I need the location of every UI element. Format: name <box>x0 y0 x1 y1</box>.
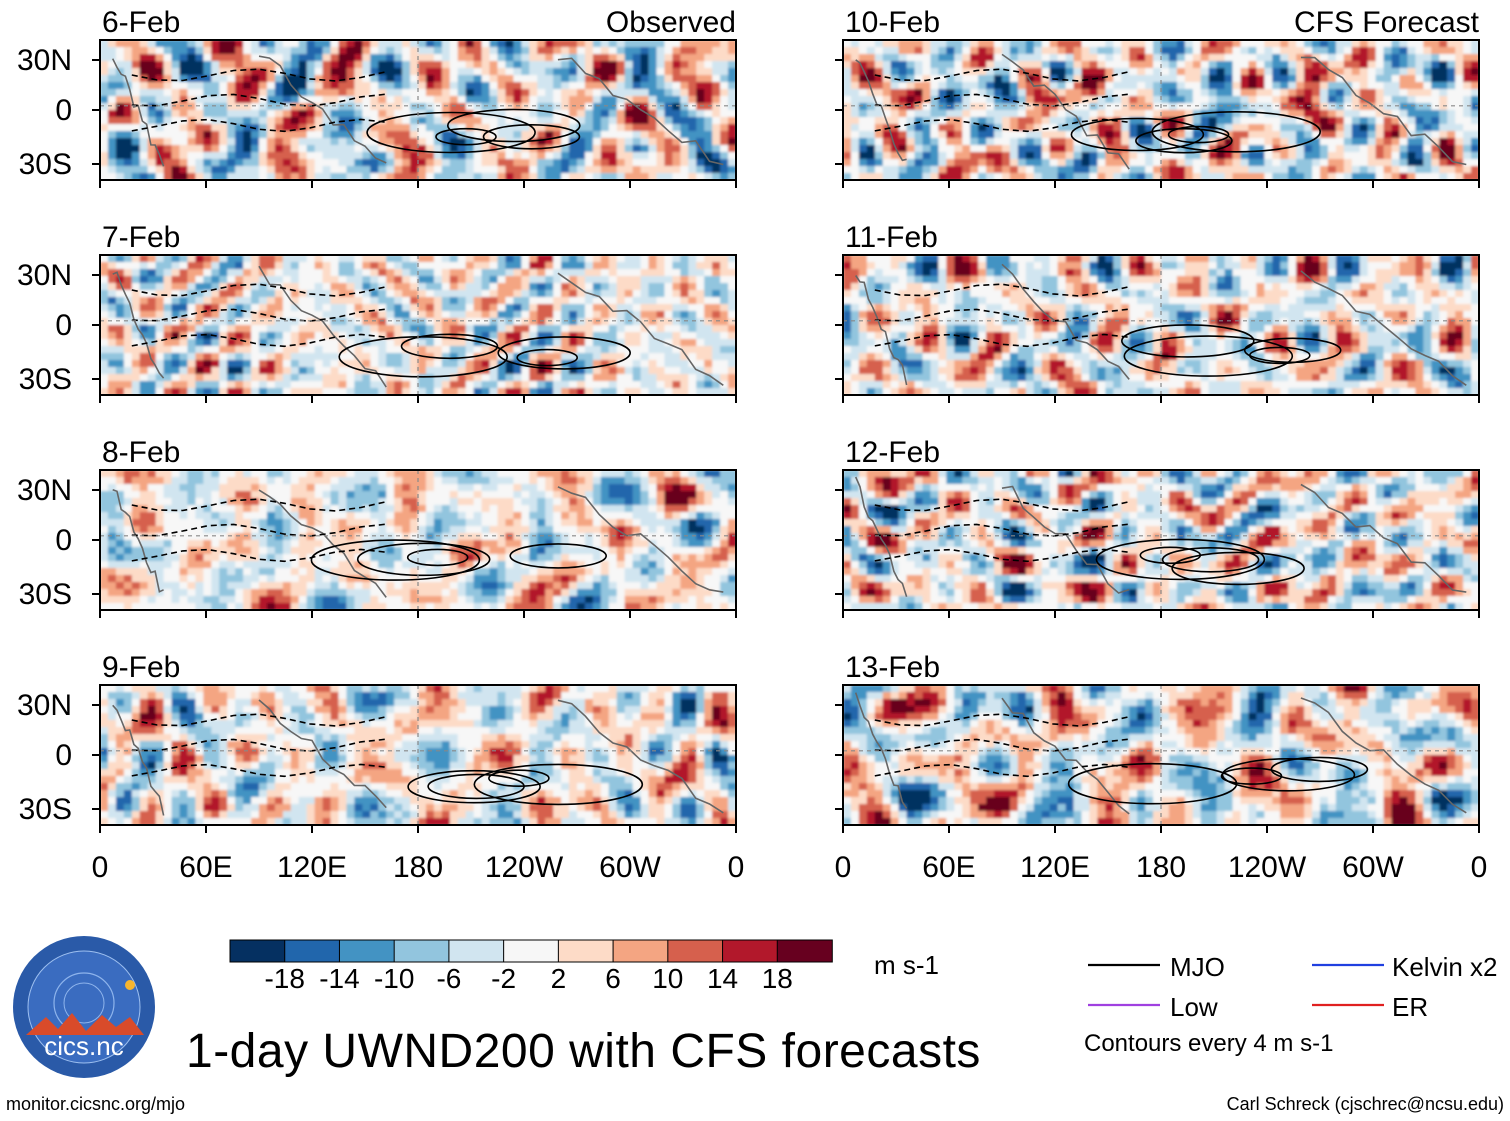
column-header: CFS Forecast <box>1294 6 1480 39</box>
y-tick-label: 30N <box>17 474 72 507</box>
x-tick-label: 0 <box>835 851 852 884</box>
anomaly-field <box>100 685 737 826</box>
x-tick-label: 0 <box>1471 851 1488 884</box>
anomaly-field <box>843 40 1480 181</box>
y-tick-label: 30N <box>17 689 72 722</box>
anomaly-field <box>100 255 737 396</box>
legend-label-low: Low <box>1170 992 1218 1023</box>
map-panel-13-Feb: 13-Feb 0 60E 120E 180 120W 60W 0 <box>835 651 1488 884</box>
colorbar-tick-label: -6 <box>436 963 461 994</box>
colorbar-tick-label: -14 <box>319 963 359 994</box>
logo-sun <box>125 980 135 990</box>
legend-label-kelvin: Kelvin x2 <box>1392 952 1498 983</box>
y-tick-label: 0 <box>55 94 72 127</box>
logo-text: cics.nc <box>44 1031 123 1061</box>
colorbar-tick-label: 6 <box>605 963 621 994</box>
y-tick-label: 0 <box>55 739 72 772</box>
colorbar-swatch <box>449 940 504 962</box>
colorbar-swatch <box>230 940 285 962</box>
x-tick-label: 180 <box>1136 851 1186 884</box>
x-tick-label: 120E <box>277 851 347 884</box>
footer-url[interactable]: monitor.cicsnc.org/mjo <box>6 1094 185 1115</box>
colorbar-swatch <box>339 940 394 962</box>
colorbar-swatch <box>613 940 668 962</box>
x-tick-label: 0 <box>92 851 109 884</box>
figure-title: 1-day UWND200 with CFS forecasts <box>186 1024 981 1079</box>
panel-date-label: 8-Feb <box>102 436 180 469</box>
panel-grid: 30N 0 30S 6-Feb Observed 30N 0 30S 7-Feb 30N 0 30S 8… <box>17 6 1487 884</box>
panel-date-label: 6-Feb <box>102 6 180 39</box>
x-tick-label: 60E <box>922 851 975 884</box>
colorbar-tick-label: 18 <box>762 963 793 994</box>
legend-label-er: ER <box>1392 992 1428 1023</box>
x-tick-label: 120W <box>485 851 564 884</box>
map-panel-6-Feb: 30N 0 30S 6-Feb Observed <box>17 6 737 188</box>
panel-date-label: 12-Feb <box>845 436 940 469</box>
colorbar-tick-label: 10 <box>652 963 683 994</box>
colorbar-swatch <box>504 940 559 962</box>
uwnd200-figure: 30N 0 30S 6-Feb Observed 30N 0 30S 7-Feb 30N 0 30S 8… <box>0 0 1510 1121</box>
map-panel-10-Feb: 10-Feb CFS Forecast <box>835 6 1480 188</box>
column-header: Observed <box>606 6 736 39</box>
y-tick-label: 0 <box>55 524 72 557</box>
y-tick-label: 0 <box>55 309 72 342</box>
x-tick-label: 0 <box>728 851 745 884</box>
panel-date-label: 10-Feb <box>845 6 940 39</box>
y-tick-label: 30S <box>19 793 72 826</box>
colorbar-units: m s-1 <box>874 950 939 981</box>
map-panel-11-Feb: 11-Feb <box>835 221 1480 403</box>
colorbar-swatch <box>723 940 778 962</box>
colorbar-tick-label: -18 <box>264 963 304 994</box>
y-tick-label: 30S <box>19 578 72 611</box>
y-tick-label: 30N <box>17 44 72 77</box>
contour-legend-lines <box>1088 965 1384 1005</box>
x-tick-label: 120E <box>1020 851 1090 884</box>
colorbar-tick-label: -10 <box>374 963 414 994</box>
map-panel-9-Feb: 30N 0 30S 9-Feb 0 60E 120E 180 120W 60W 0 <box>17 651 744 884</box>
colorbar-swatch <box>777 940 832 962</box>
map-panel-12-Feb: 12-Feb <box>835 436 1480 618</box>
footer-credit: Carl Schreck (cjschrec@ncsu.edu) <box>1227 1094 1504 1115</box>
x-tick-label: 60W <box>1342 851 1404 884</box>
colorbar-swatch <box>394 940 449 962</box>
colorbar-tick-label: -2 <box>491 963 516 994</box>
colorbar-tick-label: 14 <box>707 963 738 994</box>
panel-date-label: 11-Feb <box>845 221 938 254</box>
x-tick-label: 180 <box>393 851 443 884</box>
x-tick-label: 60W <box>599 851 661 884</box>
panel-date-label: 7-Feb <box>102 221 180 254</box>
map-panel-7-Feb: 30N 0 30S 7-Feb <box>17 221 737 403</box>
contour-note: Contours every 4 m s-1 <box>1084 1030 1333 1058</box>
panel-date-label: 9-Feb <box>102 651 180 684</box>
anomaly-field <box>843 685 1480 826</box>
colorbar-swatch <box>668 940 723 962</box>
cics-logo: cics.nc <box>12 935 156 1079</box>
x-tick-label: 120W <box>1228 851 1307 884</box>
colorbar-tick-label: 2 <box>551 963 567 994</box>
y-tick-label: 30S <box>19 363 72 396</box>
y-tick-label: 30S <box>19 148 72 181</box>
panel-date-label: 13-Feb <box>845 651 940 684</box>
colorbar-swatch <box>285 940 340 962</box>
x-tick-label: 60E <box>179 851 232 884</box>
colorbar: -18 -14 -10 -6 -2 2 6 10 14 18 <box>230 940 832 994</box>
legend-label-mjo: MJO <box>1170 952 1225 983</box>
map-panel-8-Feb: 30N 0 30S 8-Feb <box>17 436 737 618</box>
colorbar-swatch <box>558 940 613 962</box>
y-tick-label: 30N <box>17 259 72 292</box>
